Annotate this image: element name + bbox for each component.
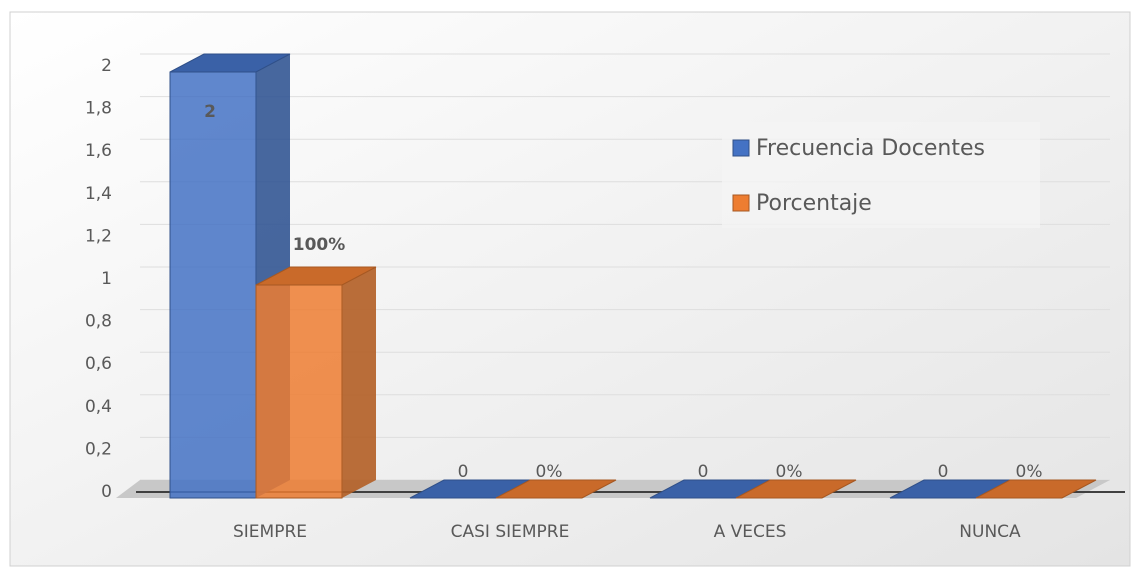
data-label: 100% <box>293 235 346 255</box>
data-label: 0% <box>1016 462 1043 482</box>
x-tick-label: NUNCA <box>959 522 1021 542</box>
data-label: 0% <box>536 462 563 482</box>
bar-top <box>255 266 377 286</box>
bar-top <box>975 479 1097 499</box>
legend-box <box>722 122 1040 228</box>
y-tick-label: 0,8 <box>85 312 112 332</box>
data-label: 0% <box>776 462 803 482</box>
y-tick-label: 0,6 <box>85 354 112 374</box>
y-tick-label: 0 <box>101 482 112 502</box>
y-tick-label: 1,6 <box>85 141 112 161</box>
bar-front <box>169 71 257 499</box>
x-tick-label: A VECES <box>714 522 787 542</box>
data-label: 0 <box>938 462 949 482</box>
bar-top <box>169 53 291 73</box>
legend-swatch <box>732 139 750 157</box>
y-tick-label: 0,4 <box>85 397 112 417</box>
x-tick-label: SIEMPRE <box>233 522 307 542</box>
y-tick-label: 0,2 <box>85 439 112 459</box>
legend-label: Frecuencia Docentes <box>756 136 985 161</box>
legend-label: Porcentaje <box>756 191 872 216</box>
data-label: 0 <box>458 462 469 482</box>
data-label: 2 <box>204 102 216 122</box>
x-tick-label: CASI SIEMPRE <box>451 522 570 542</box>
bar-side <box>342 267 376 498</box>
bar-top <box>735 479 857 499</box>
bar-top <box>495 479 617 499</box>
y-tick-label: 2 <box>101 56 112 76</box>
bar-front <box>255 284 343 499</box>
y-tick-label: 1,2 <box>85 226 112 246</box>
y-tick-label: 1 <box>101 269 112 289</box>
legend-swatch <box>732 194 750 212</box>
y-tick-label: 1,4 <box>85 184 112 204</box>
data-label: 0 <box>698 462 709 482</box>
y-tick-label: 1,8 <box>85 99 112 119</box>
